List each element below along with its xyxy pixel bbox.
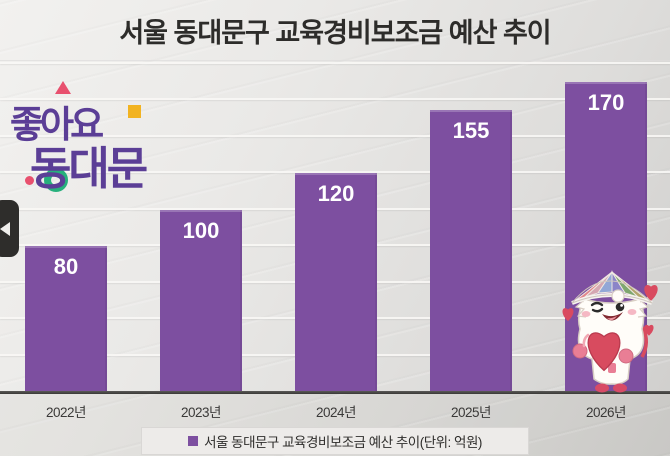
- left-arrow-icon: [0, 221, 10, 236]
- title-separator: [0, 60, 670, 61]
- x-axis: 2022년 2023년 2024년 2025년 2026년: [0, 401, 670, 421]
- gridline: [0, 171, 670, 174]
- x-axis-label: 2025년: [451, 405, 491, 420]
- legend-label: 서울 동대문구 교육경비보조금 예산 추이(단위: 억원): [204, 435, 482, 450]
- x-axis-label: 2026년: [586, 405, 626, 420]
- bar-value-label: 120: [317, 181, 355, 207]
- legend-swatch-icon: [188, 436, 199, 446]
- x-axis-line: [0, 391, 670, 394]
- mascot-rainbow-hat: [571, 270, 653, 305]
- bar-value-label: 100: [182, 217, 220, 243]
- bar-2024년: 120: [295, 173, 377, 392]
- gridline: [0, 134, 670, 137]
- x-axis-label: 2024년: [316, 405, 356, 420]
- logo-circle-icon: [44, 168, 68, 192]
- logo-text-line2: 동대문: [30, 143, 148, 194]
- logo-triangle-icon: [55, 81, 71, 94]
- bar-2022년: 80: [25, 246, 107, 392]
- bar-2025년: 155: [430, 109, 512, 392]
- bar-value-label: 170: [587, 90, 625, 116]
- dongdaemun-logo: 좋아요 동대문: [8, 81, 168, 196]
- bar-value-label: 155: [452, 117, 490, 143]
- mascot-cape: [640, 326, 648, 358]
- x-axis-label: 2023년: [181, 405, 221, 420]
- mascot-belly-tag: [608, 363, 616, 373]
- prev-button[interactable]: [0, 200, 19, 257]
- gridline: [0, 62, 670, 64]
- mascot-curl: [611, 289, 625, 303]
- chart-legend: 서울 동대문구 교육경비보조금 예산 추이(단위: 억원): [141, 427, 529, 455]
- mascot-heart: [572, 331, 634, 372]
- mascot: [562, 270, 658, 393]
- x-axis-label: 2022년: [46, 405, 86, 420]
- bar-2023년: 100: [160, 209, 242, 392]
- gridline: [0, 98, 670, 101]
- logo-dot-icon: [25, 176, 34, 185]
- logo-text-line1: 좋아요: [10, 104, 104, 145]
- logo-square-icon: [128, 105, 141, 118]
- mascot-feet: [595, 383, 627, 393]
- page-title: 서울 동대문구 교육경비보조금 예산 추이: [119, 18, 551, 48]
- mascot-face: [581, 301, 637, 321]
- bar-value-label: 80: [53, 254, 79, 280]
